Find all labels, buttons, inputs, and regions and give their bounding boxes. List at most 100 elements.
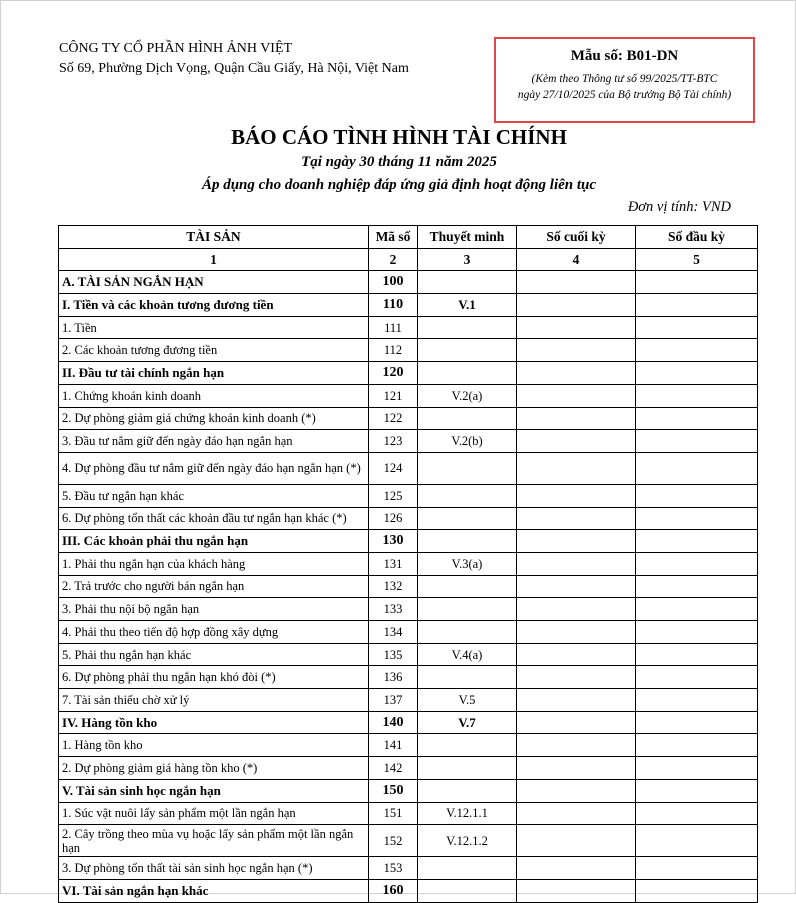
table-row: 5. Đầu tư ngắn hạn khác 125: [58, 483, 758, 508]
row-end-value: [516, 642, 636, 667]
row-end-value: [516, 383, 636, 408]
row-note: V.3(a): [417, 551, 517, 576]
col-number: 4: [516, 247, 636, 272]
row-begin-value: [635, 338, 758, 363]
table-row: 1. Súc vật nuôi lấy sản phẩm một lần ngắ…: [58, 801, 758, 826]
row-label: 1. Tiền: [58, 315, 369, 340]
row-code: 122: [368, 406, 418, 431]
row-end-value: [516, 597, 636, 621]
row-code: 136: [368, 665, 418, 690]
row-label: I. Tiền và các khoản tương đương tiền: [58, 293, 369, 317]
row-end-value: [516, 574, 636, 599]
row-begin-value: [635, 642, 758, 667]
currency-unit: Đơn vị tính: VND: [627, 199, 731, 215]
row-code: 120: [368, 361, 418, 385]
table-row: III. Các khoản phải thu ngắn hạn 130: [58, 529, 758, 553]
row-note: [417, 756, 517, 780]
col-number: 2: [368, 247, 418, 272]
table-row: 6. Dự phòng phải thu ngắn hạn khó đòi (*…: [58, 665, 758, 690]
balance-sheet-table: TÀI SẢN Mã số Thuyết minh Số cuối kỳ Số …: [58, 225, 758, 903]
table-row: 3. Đầu tư nắm giữ đến ngày đáo hạn ngắn …: [58, 429, 758, 453]
row-note: V.4(a): [417, 642, 517, 667]
row-end-value: [516, 878, 636, 903]
row-label: 1. Hàng tồn kho: [58, 733, 369, 758]
row-begin-value: [635, 451, 758, 485]
table-row: 2. Các khoản tương đương tiền 112: [58, 338, 758, 363]
row-code: 141: [368, 733, 418, 758]
row-begin-value: [635, 710, 758, 735]
column-number-row: 1 2 3 4 5: [58, 247, 758, 272]
table-row: 3. Dự phòng tổn thất tài sản sinh học ng…: [58, 856, 758, 880]
row-begin-value: [635, 429, 758, 453]
row-note: V.5: [417, 688, 517, 712]
row-code: 135: [368, 642, 418, 667]
row-code: 131: [368, 551, 418, 576]
row-end-value: [516, 270, 636, 295]
row-code: 133: [368, 597, 418, 621]
row-label: 3. Dự phòng tổn thất tài sản sinh học ng…: [58, 856, 369, 880]
row-begin-value: [635, 383, 758, 408]
row-note: [417, 620, 517, 644]
row-code: 150: [368, 778, 418, 803]
row-code: 134: [368, 620, 418, 644]
col-number: 5: [635, 247, 758, 272]
row-begin-value: [635, 801, 758, 826]
row-note: [417, 597, 517, 621]
report-scope: Áp dụng cho doanh nghiệp đáp ứng giả địn…: [201, 177, 597, 193]
row-label: 1. Súc vật nuôi lấy sản phẩm một lần ngắ…: [58, 801, 369, 826]
company-name: CÔNG TY CỔ PHẦN HÌNH ẢNH VIỆT: [59, 41, 293, 56]
row-label: 2. Dự phòng giảm giá hàng tồn kho (*): [58, 756, 369, 780]
row-note: V.2(b): [417, 429, 517, 453]
col-header-code: Mã số: [368, 225, 418, 249]
form-note-line2: ngày 27/10/2025 của Bộ trưởng Bộ Tài chí…: [517, 89, 732, 101]
row-end-value: [516, 778, 636, 803]
row-label: 3. Phải thu nội bộ ngắn hạn: [58, 597, 369, 621]
row-note: [417, 529, 517, 553]
table-row: I. Tiền và các khoản tương đương tiền 110…: [58, 293, 758, 317]
row-label: 2. Cây trồng theo mùa vụ hoặc lấy sản ph…: [58, 824, 369, 858]
row-label: 1. Chứng khoán kinh doanh: [58, 383, 369, 408]
row-begin-value: [635, 778, 758, 803]
col-header-end: Số cuối kỳ: [516, 225, 636, 249]
row-label: 4. Dự phòng đầu tư nắm giữ đến ngày đáo …: [58, 451, 369, 485]
row-label: 2. Các khoản tương đương tiền: [58, 338, 369, 363]
form-code: Mẫu số: B01-DN: [570, 48, 679, 64]
row-code: 137: [368, 688, 418, 712]
row-end-value: [516, 824, 636, 858]
row-code: 160: [368, 878, 418, 903]
table-row: 1. Hàng tồn kho 141: [58, 733, 758, 758]
row-begin-value: [635, 824, 758, 858]
table-row: II. Đầu tư tài chính ngắn hạn 120: [58, 361, 758, 385]
row-note: [417, 338, 517, 363]
col-number: 1: [58, 247, 369, 272]
header-row: TÀI SẢN Mã số Thuyết minh Số cuối kỳ Số …: [58, 225, 758, 249]
row-note: [417, 665, 517, 690]
report-title: BÁO CÁO TÌNH HÌNH TÀI CHÍNH: [231, 125, 567, 149]
row-code: 100: [368, 270, 418, 295]
row-code: 123: [368, 429, 418, 453]
col-header-assets: TÀI SẢN: [58, 225, 369, 249]
row-code: 153: [368, 856, 418, 880]
row-end-value: [516, 801, 636, 826]
row-code: 124: [368, 451, 418, 485]
row-label: 3. Đầu tư nắm giữ đến ngày đáo hạn ngắn …: [58, 429, 369, 453]
row-note: [417, 733, 517, 758]
row-begin-value: [635, 483, 758, 508]
row-begin-value: [635, 506, 758, 531]
row-label: 5. Đầu tư ngắn hạn khác: [58, 483, 369, 508]
table-row: 1. Chứng khoán kinh doanh 121 V.2(a): [58, 383, 758, 408]
row-code: 125: [368, 483, 418, 508]
row-end-value: [516, 483, 636, 508]
row-code: 126: [368, 506, 418, 531]
row-note: [417, 856, 517, 880]
row-label: V. Tài sản sinh học ngắn hạn: [58, 778, 369, 803]
table-row: IV. Hàng tồn kho 140 V.7: [58, 710, 758, 735]
row-note: [417, 451, 517, 485]
row-end-value: [516, 733, 636, 758]
row-label: II. Đầu tư tài chính ngắn hạn: [58, 361, 369, 385]
form-code-box: Mẫu số: B01-DN (Kèm theo Thông tư số 99/…: [494, 37, 755, 123]
table-row: 3. Phải thu nội bộ ngắn hạn 133: [58, 597, 758, 621]
company-header: CÔNG TY CỔ PHẦN HÌNH ẢNH VIỆT Số 69, Phư…: [59, 39, 409, 79]
row-end-value: [516, 529, 636, 553]
row-code: 121: [368, 383, 418, 408]
